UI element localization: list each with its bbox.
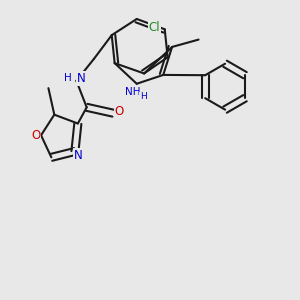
Text: H: H xyxy=(140,92,147,101)
Text: N: N xyxy=(74,148,82,161)
Text: N: N xyxy=(77,72,86,85)
Text: H: H xyxy=(64,74,71,83)
Text: Cl: Cl xyxy=(148,21,160,34)
Text: O: O xyxy=(115,105,124,118)
Text: NH: NH xyxy=(124,87,140,97)
Text: O: O xyxy=(31,129,40,142)
